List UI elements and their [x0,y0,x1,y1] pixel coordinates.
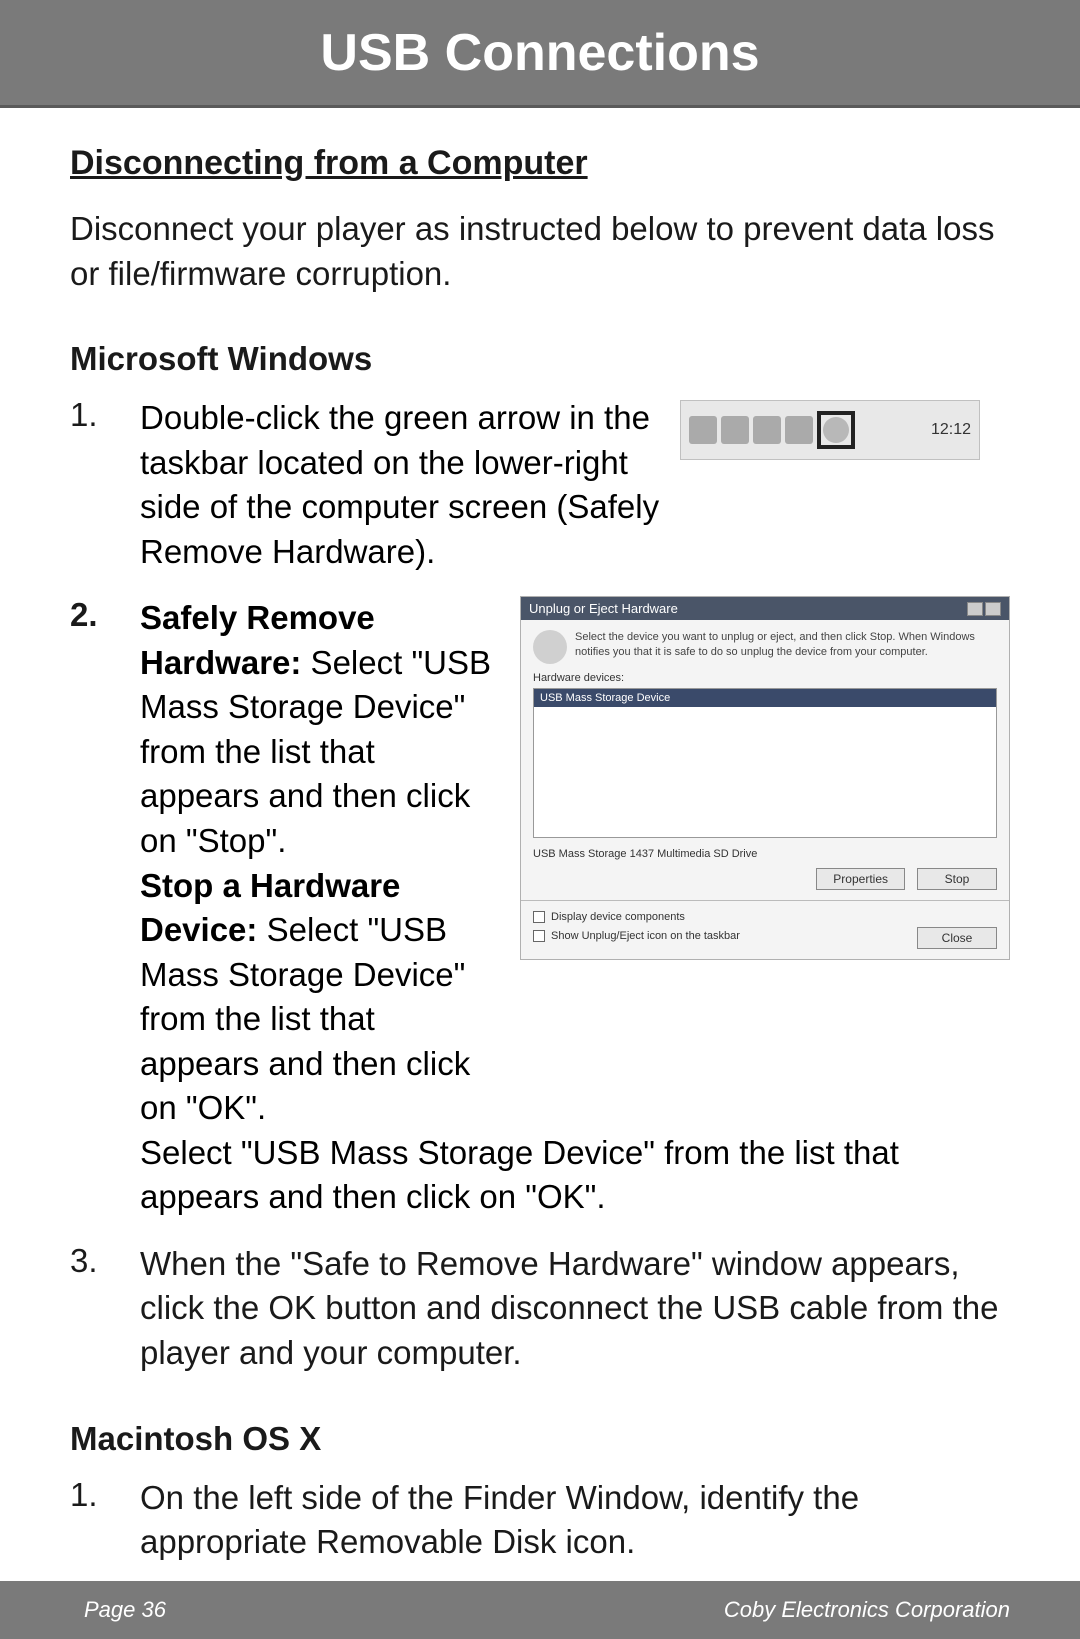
dialog-divider [521,900,1009,901]
safely-remove-dialog: Unplug or Eject Hardware Select the devi… [520,596,1010,960]
step-number: 1. [70,1476,140,1565]
page-number: Page 36 [84,1597,166,1623]
tray-icon [753,416,781,444]
taskbar-clock: 12:12 [931,421,971,439]
step-3-text: When the "Safe to Remove Hardware" windo… [140,1242,1010,1376]
dialog-titlebar: Unplug or Eject Hardware [521,597,1009,620]
step-2: 2. Safely Remove Hardware: Select "USB M… [70,596,1010,1220]
step-2-text: Safely Remove Hardware: Select "USB Mass… [140,596,500,1131]
checkbox-label: Display device components [551,911,685,923]
company-name: Coby Electronics Corporation [724,1597,1010,1623]
show-icon-checkbox[interactable]: Show Unplug/Eject icon on the taskbar [533,930,740,942]
close-button[interactable]: Close [917,927,997,949]
stop-button[interactable]: Stop [917,868,997,890]
mac-step-1-text: On the left side of the Finder Window, i… [140,1476,1010,1565]
step-2-continuation: Select "USB Mass Storage Device" from th… [140,1131,1010,1220]
dialog-instruction: Select the device you want to unplug or … [575,630,997,664]
close-icon [985,602,1001,616]
page-footer: Page 36 Coby Electronics Corporation [0,1581,1080,1639]
device-status-text: USB Mass Storage 1437 Multimedia SD Driv… [533,848,997,860]
device-listbox: USB Mass Storage Device [533,688,997,838]
step-number: 3. [70,1242,140,1376]
checkbox-label: Show Unplug/Eject icon on the taskbar [551,930,740,942]
mac-step-1: 1. On the left side of the Finder Window… [70,1476,1010,1565]
tray-icon [785,416,813,444]
eject-icon [533,630,567,664]
safely-remove-highlight [817,411,855,449]
step-number: 1. [70,396,140,574]
mac-heading: Macintosh OS X [70,1420,1010,1458]
tray-icon [689,416,717,444]
page-content: Disconnecting from a Computer Disconnect… [0,108,1080,1565]
step-number: 2. [70,596,140,1220]
intro-paragraph: Disconnect your player as instructed bel… [70,207,1010,296]
section-heading: Disconnecting from a Computer [70,144,1010,183]
step-1-text: Double-click the green arrow in the task… [140,396,660,574]
dialog-title-text: Unplug or Eject Hardware [529,601,678,616]
step-3: 3. When the "Safe to Remove Hardware" wi… [70,1242,1010,1376]
display-components-checkbox[interactable]: Display device components [533,911,997,923]
step-1: 1. Double-click the green arrow in the t… [70,396,1010,574]
help-icon [967,602,983,616]
checkbox-icon [533,911,545,923]
dialog-window-controls [967,602,1001,616]
properties-button[interactable]: Properties [816,868,905,890]
devices-label: Hardware devices: [533,672,997,684]
windows-heading: Microsoft Windows [70,340,1010,378]
device-list-item: USB Mass Storage Device [534,689,996,707]
safely-remove-icon [823,417,849,443]
taskbar-screenshot: 12:12 [680,400,980,460]
dialog-body: Select the device you want to unplug or … [521,620,1009,959]
page-header: USB Connections [0,0,1080,108]
page-title: USB Connections [320,23,759,83]
checkbox-icon [533,930,545,942]
tray-icon [721,416,749,444]
